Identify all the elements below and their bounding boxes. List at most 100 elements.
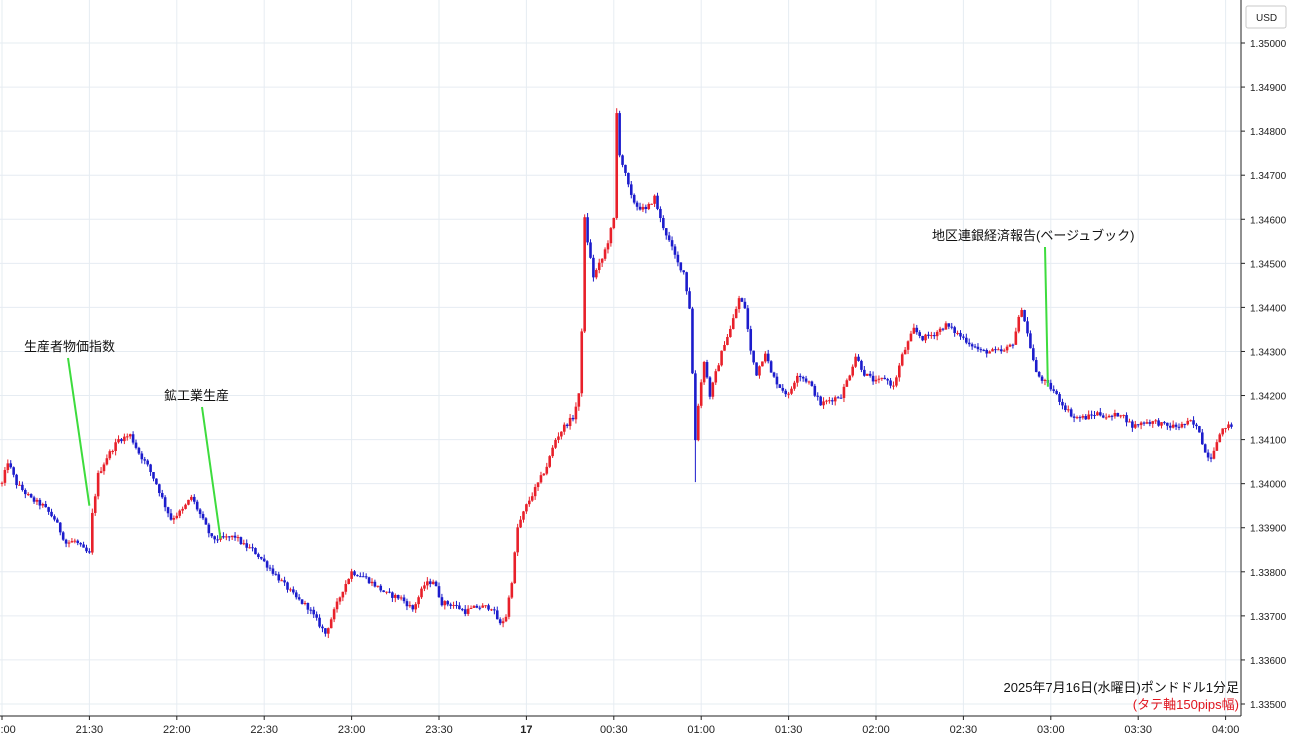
candle-body [379, 585, 383, 591]
candle-body [1084, 416, 1088, 420]
candle-body [609, 228, 613, 244]
candle-body [1206, 452, 1210, 458]
candle-body [210, 533, 214, 537]
candle-body [1052, 389, 1056, 391]
event-pointer-line [67, 357, 91, 506]
candle-body [1023, 310, 1026, 322]
candle-body [190, 496, 193, 500]
candle-body [999, 349, 1003, 352]
candle-body [283, 580, 286, 583]
candle-body [627, 172, 630, 185]
candle-body [382, 590, 385, 593]
candle-body [469, 607, 473, 609]
candle-body [787, 393, 790, 395]
candle-body [1069, 409, 1073, 417]
candle-body [1017, 316, 1021, 332]
price-tick-label: 1.34500 [1250, 259, 1287, 270]
candle-body [915, 327, 919, 333]
candle-body [892, 385, 895, 387]
candle-body [793, 382, 796, 389]
candle-body [137, 447, 141, 454]
candle-body [399, 597, 403, 599]
candle-body [411, 605, 415, 610]
candle-body [702, 361, 706, 383]
candle-body [571, 417, 575, 420]
candle-body [586, 217, 589, 243]
candle-body [694, 373, 697, 441]
candle-body [947, 323, 951, 327]
candle-body [696, 405, 700, 441]
candle-body [1101, 415, 1105, 418]
candle-body [239, 537, 243, 544]
candle-body [796, 375, 799, 383]
candle-body [1186, 420, 1190, 425]
candle-body [734, 309, 738, 319]
time-tick-label: 21:30 [76, 724, 104, 736]
candle-body [1148, 422, 1152, 424]
candle-body [988, 351, 991, 354]
candle-body [1230, 424, 1233, 427]
candle-body [88, 551, 91, 553]
candle-body [47, 507, 50, 512]
candle-body [836, 397, 840, 399]
candle-body [463, 609, 467, 614]
candle-body [956, 332, 959, 334]
candle-body [446, 601, 450, 605]
candle-body [545, 466, 549, 474]
candle-body [420, 588, 423, 598]
candle-body [1049, 382, 1053, 390]
candle-body [338, 597, 342, 602]
candle-body [35, 499, 39, 502]
candle-body [1198, 426, 1201, 433]
candle-body [12, 467, 15, 475]
candle-body [222, 536, 225, 538]
candle-body [1011, 344, 1015, 346]
candle-body [504, 616, 508, 622]
candle-body [1189, 420, 1192, 422]
candle-body [437, 586, 441, 598]
candle-body [670, 240, 674, 247]
candle-body [1014, 331, 1018, 345]
candle-body [761, 361, 764, 367]
candle-body [478, 607, 482, 609]
candle-body [533, 487, 537, 497]
candle-body [76, 540, 80, 544]
candle-body [326, 628, 330, 634]
candle-body [53, 516, 56, 520]
candle-body [985, 350, 989, 354]
candle-body [976, 346, 980, 350]
candle-body [0, 482, 4, 484]
candle-body [1104, 417, 1108, 419]
candle-body [516, 527, 519, 553]
candle-body [1058, 394, 1061, 402]
candle-body [248, 547, 251, 549]
price-tick-label: 1.33700 [1250, 612, 1287, 623]
candle-body [56, 519, 59, 523]
candle-body [729, 328, 732, 337]
candle-body [959, 332, 962, 337]
candle-body [501, 621, 505, 624]
currency-badge[interactable]: USD [1245, 5, 1287, 29]
candle-body [1087, 414, 1090, 420]
candle-body [816, 395, 820, 397]
candle-body [262, 558, 266, 562]
candle-body [472, 605, 476, 608]
candle-body [458, 605, 461, 610]
candle-body [749, 329, 753, 351]
candle-body [615, 113, 619, 218]
candle-body [268, 567, 272, 569]
candle-body [714, 371, 718, 383]
candle-body [300, 599, 304, 604]
candle-body [1139, 422, 1143, 426]
price-tick-label: 1.33500 [1250, 700, 1287, 711]
candle-body [26, 494, 30, 496]
candle-body [1192, 420, 1195, 425]
candle-body [857, 356, 860, 361]
candle-body [391, 592, 394, 598]
price-axis: 1.35000 1.34900 1.34800 1.34700 1.34600 1.345… [1241, 39, 1287, 711]
candle-body [641, 206, 645, 210]
price-tick-label: 1.34100 [1250, 436, 1287, 447]
candle-body [851, 366, 854, 376]
candle-body [242, 543, 246, 545]
